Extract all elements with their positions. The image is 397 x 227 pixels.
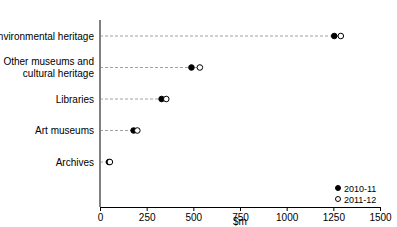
category-label: Archives — [56, 157, 94, 168]
leader-line — [100, 67, 200, 68]
category-label: Environmental heritage — [0, 31, 94, 42]
leader-line — [100, 36, 341, 37]
x-tick-mark — [193, 207, 194, 211]
x-tick: 0 — [98, 207, 104, 223]
x-tick: 1500 — [369, 207, 392, 223]
x-tick: 1250 — [323, 207, 346, 223]
x-tick-label: 1250 — [323, 212, 346, 223]
chart: 0250500750100012501500$mEnvironmental he… — [0, 0, 397, 227]
y-axis-line — [100, 20, 101, 207]
x-tick-mark — [333, 207, 334, 211]
dot — [107, 159, 113, 165]
x-tick-mark — [380, 207, 381, 211]
category-label: Other museums andcultural heritage — [3, 56, 94, 79]
x-tick-label: 1000 — [276, 212, 299, 223]
dot — [197, 65, 203, 71]
x-tick: 1000 — [276, 207, 299, 223]
dot — [338, 33, 344, 39]
plot-area — [100, 33, 344, 165]
leader-line — [100, 99, 166, 100]
dot — [163, 96, 169, 102]
legend-label: 2011-12 — [344, 195, 376, 205]
x-axis-line — [101, 208, 381, 212]
x-tick: 500 — [185, 207, 202, 223]
legend-marker — [336, 197, 341, 202]
x-tick-label: 500 — [185, 212, 202, 223]
x-tick-mark — [287, 207, 288, 211]
legend-label: 2010-11 — [344, 184, 376, 194]
x-axis-title: $m — [233, 216, 247, 227]
dot — [135, 128, 141, 134]
legend-marker — [336, 186, 341, 191]
dot — [106, 159, 112, 165]
dot — [331, 33, 337, 39]
x-tick-label: 1500 — [369, 212, 392, 223]
x-tick-mark — [100, 207, 101, 211]
x-tick-mark — [240, 207, 241, 211]
x-tick-label: 250 — [139, 212, 156, 223]
category-label: Libraries — [56, 94, 94, 105]
category-label: Art museums — [35, 125, 94, 136]
dot — [189, 65, 195, 71]
legend: 2010-112011-12 — [336, 184, 377, 205]
x-tick: 250 — [139, 207, 156, 223]
x-tick-label: 0 — [98, 212, 104, 223]
x-tick-mark — [147, 207, 148, 211]
